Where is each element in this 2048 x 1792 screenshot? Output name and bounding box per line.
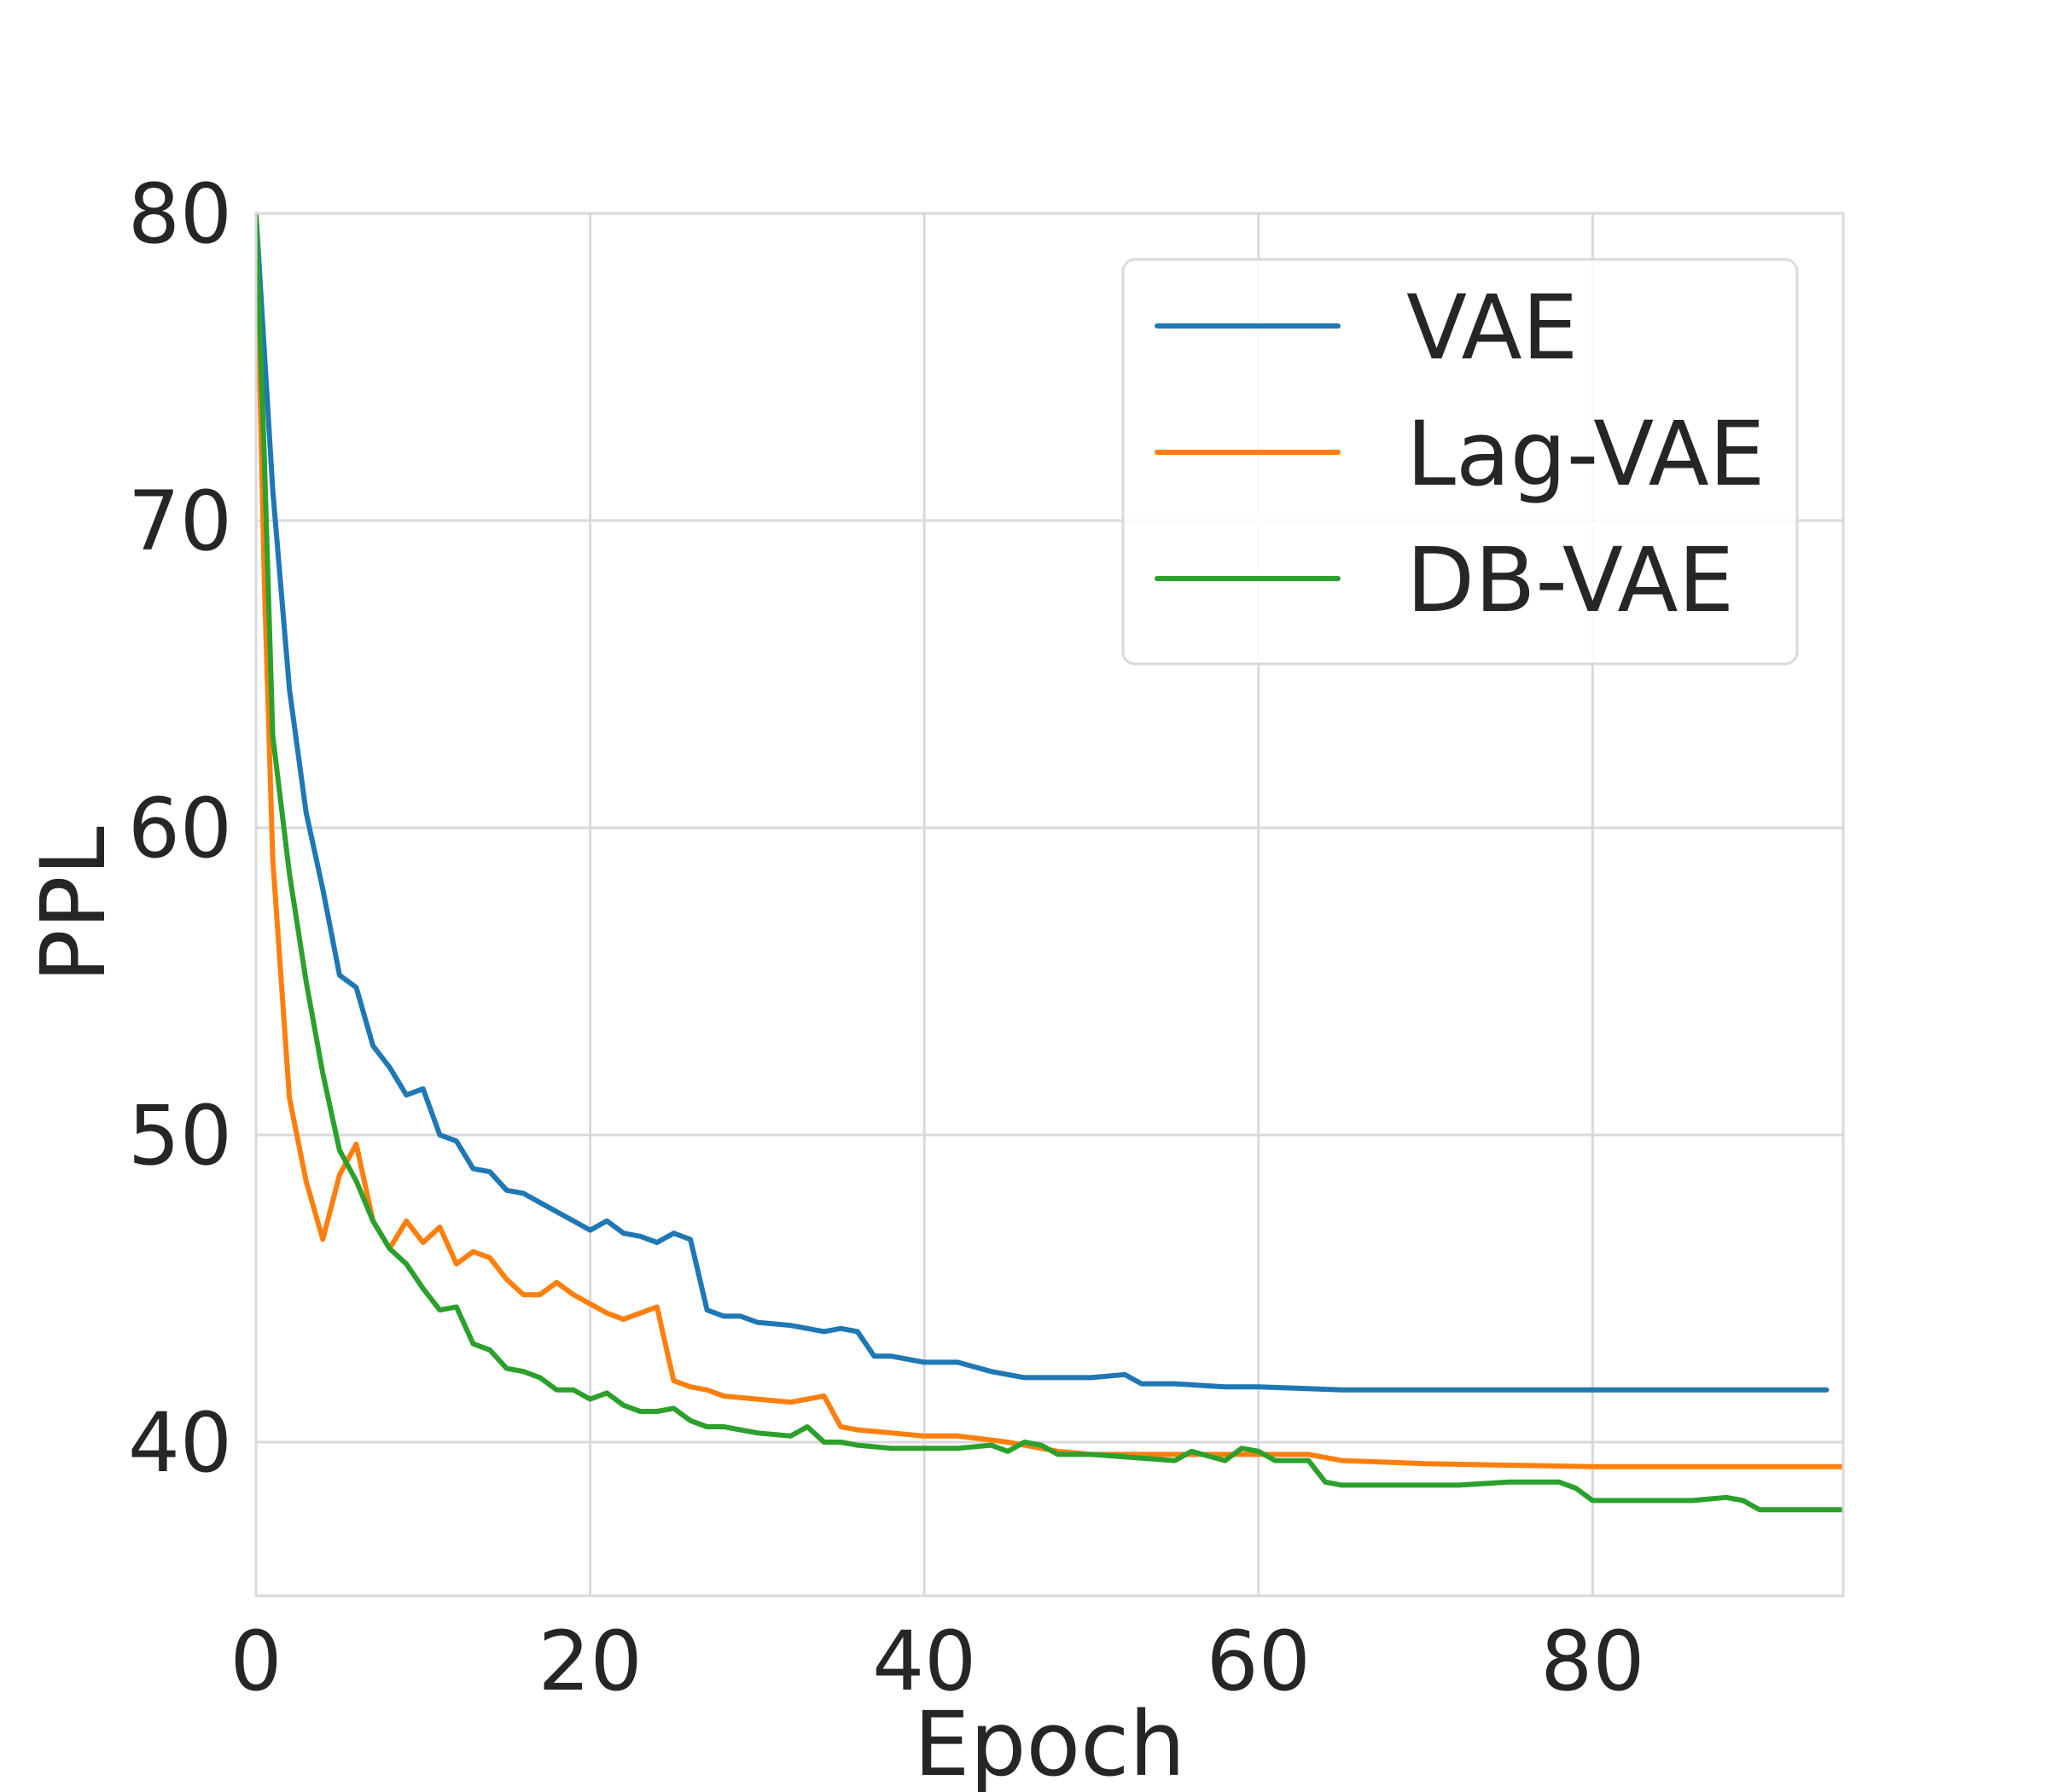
y-tick-label: 50 [128, 1088, 232, 1184]
plot-frame [254, 212, 1845, 1597]
y-tick-label: 60 [128, 781, 232, 876]
series-line-lag-vae [256, 213, 1843, 1469]
series-line-db-vae [256, 213, 1843, 1513]
y-tick-labels: 40 50 60 70 80 [128, 166, 232, 1491]
x-axis-title: Epoch [914, 1692, 1185, 1792]
legend-label-db-vae: DB-VAE [1406, 528, 1734, 632]
x-tick-label: 80 [1540, 1614, 1644, 1709]
y-axis-title: PPL [21, 826, 125, 982]
series-lines [256, 213, 1843, 1513]
x-tick-label: 60 [1207, 1614, 1311, 1709]
y-tick-label: 80 [128, 166, 232, 262]
legend-label-lag-vae: Lag-VAE [1406, 402, 1765, 506]
x-tick-label: 0 [230, 1614, 282, 1709]
x-tick-label: 40 [872, 1614, 976, 1709]
y-tick-label: 70 [128, 474, 232, 569]
legend-box [1121, 258, 1799, 666]
series-line-vae [256, 213, 1830, 1393]
x-tick-label: 20 [538, 1614, 643, 1709]
legend-label-vae: VAE [1406, 276, 1578, 380]
legend: VAE Lag-VAE DB-VAE [1121, 258, 1799, 666]
x-tick-labels: 0 20 40 60 80 [230, 1614, 1644, 1709]
y-tick-label: 40 [128, 1395, 232, 1491]
